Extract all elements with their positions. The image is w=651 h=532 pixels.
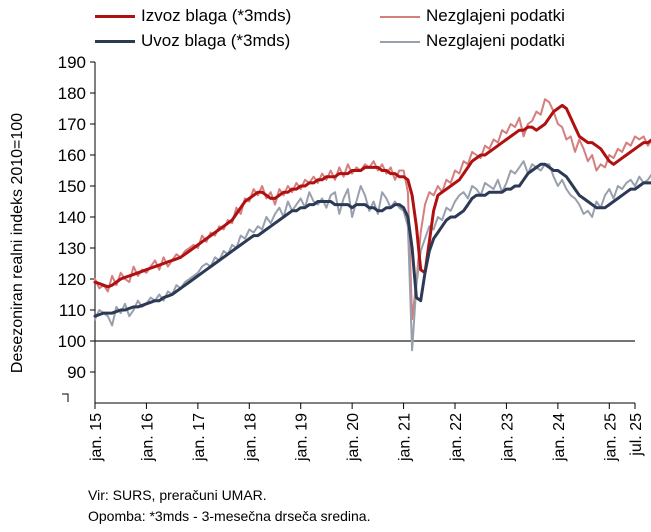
x-tick-label: jan. 18 <box>242 413 259 462</box>
legend-label-uvoz: Uvoz blaga (*3mds) <box>141 31 291 50</box>
x-axis: jan. 15 jan. 16 jan. 17 jan. 18 jan. 19 jan. … <box>88 402 645 462</box>
y-tick-label: 160 <box>58 146 86 165</box>
series-line-uvoz-raw <box>94 160 651 352</box>
source-note: Vir: SURS, preračuni UMAR. <box>88 487 267 503</box>
y-tick-label: 180 <box>58 84 86 103</box>
legend-label-izvoz: Izvoz blaga (*3mds) <box>141 6 292 25</box>
y-tick-label: 100 <box>58 332 86 351</box>
y-tick-label: 140 <box>58 208 86 227</box>
y-axis-title: Desezoniran realni indeks 2010=100 <box>9 112 26 374</box>
y-tick-label: 90 <box>67 363 86 382</box>
x-tick-label: jan. 23 <box>499 413 516 462</box>
x-tick-label: jan. 15 <box>88 413 105 462</box>
x-tick-label: jan. 25 <box>602 413 619 462</box>
legend-swatch-uvoz <box>95 40 135 44</box>
remark-note: Opomba: *3mds - 3-mesečna drseča sredina… <box>88 508 371 524</box>
legend-swatch-izvoz <box>95 15 135 19</box>
legend-item-izvoz: Izvoz blaga (*3mds) <box>95 6 291 26</box>
legend-item-izvoz-raw: Nezglajeni podatki <box>380 6 565 26</box>
series-layer <box>93 98 651 352</box>
y-axis: 90 100 110 120 130 140 150 160 170 180 190 <box>58 53 96 403</box>
y-tick-label: 120 <box>58 270 86 289</box>
y-axis-title-wrap: Desezoniran realni indeks 2010=100 <box>6 78 30 408</box>
x-tick-label: jan. 22 <box>448 413 465 462</box>
series-line-izvoz <box>93 103 651 289</box>
legend-label-uvoz-raw: Nezglajeni podatki <box>426 31 565 50</box>
x-tick-label: jan. 19 <box>294 413 311 462</box>
y-tick-label: 110 <box>59 301 86 320</box>
axis-break-mark <box>62 393 69 402</box>
legend-swatch-izvoz-raw <box>380 15 420 18</box>
legend-label-izvoz-raw: Nezglajeni podatki <box>426 6 565 25</box>
y-tick-label: 150 <box>58 177 86 196</box>
y-tick-label: 190 <box>58 53 86 72</box>
y-tick-label: 130 <box>58 239 86 258</box>
series-line-uvoz <box>93 162 651 318</box>
legend-item-uvoz-raw: Nezglajeni podatki <box>380 31 565 51</box>
x-tick-label: jan. 20 <box>345 413 362 462</box>
x-tick-label: jan. 21 <box>397 413 414 462</box>
x-tick-label: jan. 17 <box>191 413 208 462</box>
y-tick-label: 170 <box>58 115 86 134</box>
x-tick-label: jan. 24 <box>551 413 568 462</box>
x-tick-label: jan. 16 <box>139 413 156 462</box>
legend-swatch-uvoz-raw <box>380 40 420 43</box>
x-tick-label: jul. 25 <box>628 413 645 457</box>
legend-item-uvoz: Uvoz blaga (*3mds) <box>95 31 290 51</box>
